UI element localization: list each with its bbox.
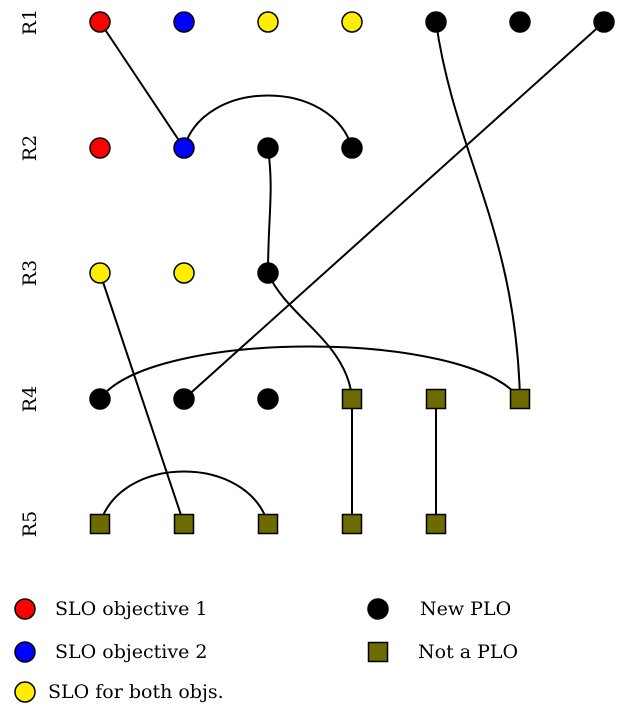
legend: SLO objective 1 SLO objective 2 SLO for bo… [14,598,518,703]
node-r3c3 [257,262,279,284]
row-label-r2: R2 [19,135,41,161]
node-r4c4 [341,388,363,410]
legend-swatch-notplo [367,641,389,663]
node-r1c1 [89,11,111,33]
row-labels: R1 R2 R3 R4 R5 [19,9,41,537]
legend-item-newplo: New PLO [367,598,511,620]
node-r1c5 [425,11,447,33]
edge-r3c3-r4c4 [267,272,353,400]
legend-label-newplo: New PLO [420,598,511,620]
legend-swatch-slo2 [14,641,36,663]
node-r4c2 [173,388,195,410]
edge-r1c1-r2c2 [99,21,185,149]
legend-item-slo2: SLO objective 2 [14,641,207,663]
node-r1c6 [509,11,531,33]
node-r1c4 [341,11,363,33]
legend-swatch-slo1 [14,598,36,620]
row-label-r3: R3 [19,260,41,286]
edge-r5c1-r5c3 [99,470,269,525]
edge-r1c7-r4c2 [183,21,605,400]
edge-r4c1-r4c6 [99,345,521,400]
node-r5c2 [173,513,195,535]
edge-r2c2-r2c4 [183,94,353,149]
node-r2c3 [257,137,279,159]
node-r2c2 [173,137,195,159]
legend-label-slo1: SLO objective 1 [55,598,207,620]
node-r1c2 [173,11,195,33]
node-r4c3 [257,388,279,410]
edge-r3c1-r5c2 [99,272,185,525]
node-r5c4 [341,513,363,535]
legend-label-notplo: Not a PLO [418,641,518,663]
row-label-r1: R1 [19,9,41,35]
row-label-r4: R4 [19,386,41,412]
legend-item-notplo: Not a PLO [367,641,518,663]
legend-label-slo2: SLO objective 2 [55,641,207,663]
legend-swatch-both [14,681,36,703]
legend-label-both: SLO for both objs. [48,681,224,703]
node-r5c3 [257,513,279,535]
node-r1c3 [257,11,279,33]
node-r2c1 [89,137,111,159]
legend-item-slo1: SLO objective 1 [14,598,207,620]
legend-item-both: SLO for both objs. [14,681,224,703]
edge-r1c5-r4c6 [435,21,521,400]
node-r1c7 [593,11,615,33]
edges-layer [99,21,605,525]
node-r4c5 [425,388,447,410]
node-r5c1 [89,513,111,535]
legend-swatch-newplo [367,598,389,620]
node-r5c5 [425,513,447,535]
node-r2c4 [341,137,363,159]
row-label-r5: R5 [19,511,41,537]
node-r3c2 [173,262,195,284]
node-r4c6 [509,388,531,410]
node-r3c1 [89,262,111,284]
edge-r2c3-r3c3 [267,147,272,274]
nodes-layer [89,11,615,535]
node-r4c1 [89,388,111,410]
